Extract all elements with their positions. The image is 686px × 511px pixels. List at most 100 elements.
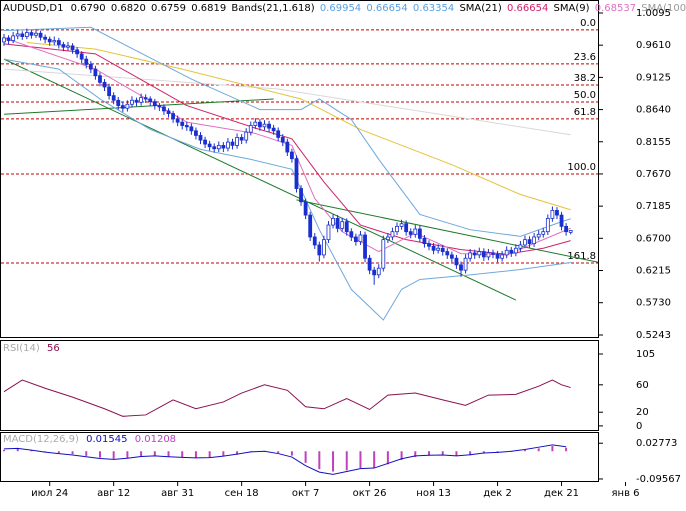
candle-body bbox=[239, 137, 244, 141]
trendline bbox=[3, 58, 517, 301]
candle-body bbox=[477, 251, 482, 256]
candle-body bbox=[47, 38, 52, 43]
x-tick-label: ноя 13 bbox=[416, 488, 451, 499]
candle-body bbox=[157, 105, 162, 108]
candle-body bbox=[111, 95, 116, 101]
candle-body bbox=[107, 86, 112, 97]
x-tick-label: окт 26 bbox=[353, 488, 387, 499]
candle-body bbox=[248, 125, 253, 133]
candle-body bbox=[152, 101, 157, 106]
candle-body bbox=[15, 33, 20, 37]
header: AUDUSD,D1 0.6790 0.6820 0.6759 0.6819 Ba… bbox=[3, 3, 686, 14]
candle-body bbox=[385, 236, 390, 241]
candle-body bbox=[230, 141, 235, 146]
candle-body bbox=[568, 230, 573, 233]
fib-label: 50.0 bbox=[574, 90, 596, 101]
candle-body bbox=[555, 210, 559, 216]
candle-body bbox=[79, 53, 84, 60]
symbol: AUDUSD,D1 bbox=[3, 3, 63, 14]
candle-body bbox=[358, 234, 363, 243]
y-tick-label: 60 bbox=[636, 380, 649, 391]
candle-body bbox=[2, 37, 6, 43]
macd-line bbox=[3, 444, 567, 475]
candle-body bbox=[285, 141, 290, 153]
candle-body bbox=[88, 64, 93, 70]
candle-body bbox=[189, 126, 194, 132]
x-tick-label: авг 31 bbox=[161, 488, 194, 499]
candle-body bbox=[6, 37, 11, 41]
candle-body bbox=[299, 188, 303, 203]
candle-body bbox=[445, 251, 450, 256]
candle-body bbox=[381, 239, 386, 269]
open: 0.6790 bbox=[71, 3, 106, 14]
candle-body bbox=[267, 123, 271, 129]
fib-label: 161.8 bbox=[567, 251, 596, 262]
candle-body bbox=[198, 135, 203, 141]
candle-body bbox=[221, 145, 226, 149]
candle-body bbox=[532, 236, 537, 245]
candle-body bbox=[550, 210, 555, 219]
candle-body bbox=[472, 252, 477, 256]
candle-body bbox=[459, 264, 463, 271]
high: 0.6820 bbox=[111, 3, 146, 14]
candle-body bbox=[139, 97, 144, 103]
y-tick-label: 0.02773 bbox=[636, 438, 677, 449]
rsi-panel bbox=[0, 340, 599, 431]
candle-body bbox=[203, 139, 207, 145]
indicator-line bbox=[3, 58, 571, 321]
candle-body bbox=[303, 201, 308, 216]
candle-body bbox=[367, 257, 372, 271]
candle-body bbox=[399, 223, 404, 227]
y-tick-label: 0.7670 bbox=[636, 169, 671, 180]
candle-body bbox=[24, 32, 29, 37]
x-tick-label: окт 7 bbox=[292, 488, 320, 499]
candle-body bbox=[486, 252, 491, 258]
candle-body bbox=[166, 110, 171, 114]
candle-body bbox=[271, 127, 276, 132]
candle-body bbox=[431, 245, 436, 251]
sma9-value: 0.68537 bbox=[595, 3, 636, 14]
candle-body bbox=[102, 81, 107, 88]
candle-body bbox=[290, 151, 294, 160]
candle-body bbox=[180, 121, 185, 126]
candle-body bbox=[184, 125, 189, 128]
candle-body bbox=[509, 249, 514, 254]
candle-body bbox=[116, 99, 121, 106]
candle-body bbox=[66, 45, 70, 48]
candle-body bbox=[194, 130, 198, 136]
y-tick-label: 0.5730 bbox=[636, 298, 671, 309]
candle-body bbox=[56, 40, 61, 45]
sma100-label: SMA(100) bbox=[641, 3, 686, 14]
indicator-line bbox=[26, 42, 571, 211]
candle-body bbox=[564, 225, 569, 233]
fib-label: 38.2 bbox=[574, 73, 596, 84]
candle-body bbox=[20, 33, 25, 37]
rsi-value: 56 bbox=[47, 343, 60, 354]
candle-body bbox=[449, 254, 454, 259]
candle-body bbox=[235, 137, 239, 146]
candle-body bbox=[212, 146, 217, 150]
candle-body bbox=[11, 35, 16, 41]
candle-body bbox=[372, 269, 377, 276]
candle-body bbox=[491, 252, 495, 255]
candle-body bbox=[84, 58, 89, 65]
candle-body bbox=[404, 223, 409, 233]
candle-body bbox=[308, 214, 313, 238]
y-tick-label: 1.0095 bbox=[636, 8, 671, 19]
candle-body bbox=[321, 239, 326, 256]
bands-middle: 0.66654 bbox=[366, 3, 407, 14]
fib-label: 100.0 bbox=[567, 162, 596, 173]
y-tick-label: 0 bbox=[636, 421, 642, 432]
x-tick-label: янв 6 bbox=[612, 488, 640, 499]
macd-header: MACD(12,26,9) 0.01545 0.01208 bbox=[3, 434, 176, 445]
candle-body bbox=[216, 145, 221, 150]
rsi-line bbox=[3, 379, 571, 417]
candle-body bbox=[207, 143, 212, 148]
candle-body bbox=[143, 97, 148, 100]
candle-body bbox=[390, 231, 395, 238]
candle-body bbox=[262, 123, 267, 128]
candle-body bbox=[171, 113, 175, 120]
candle-body bbox=[440, 247, 445, 252]
fib-label: 23.6 bbox=[574, 52, 596, 63]
